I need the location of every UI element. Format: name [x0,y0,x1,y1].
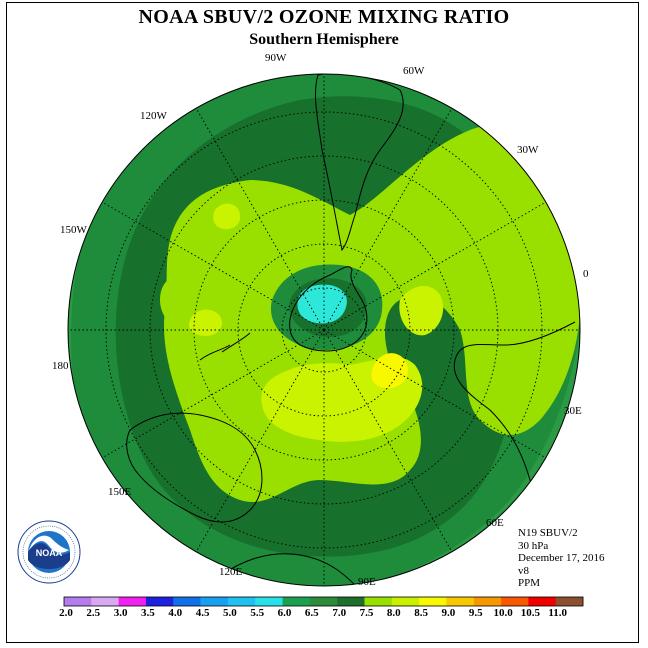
band-8-0-c [213,203,241,230]
noaa-logo: NOAA [17,520,81,589]
colorbar-tick-label: 2.5 [86,607,101,619]
version-label: v8 [518,564,529,577]
map-title: NOAA SBUV/2 OZONE MIXING RATIO [138,6,510,28]
colorbar-swatch [200,597,229,606]
map-subtitle: Southern Hemisphere [249,31,399,48]
colorbar-swatch [145,597,174,606]
colorbar-tick-label: 5.0 [223,607,237,619]
lon-label-90w: 90W [265,52,287,64]
date-label: December 17, 2016 [518,552,605,564]
colorbar-swatch [173,597,201,606]
colorbar-tick-label: 9.0 [441,607,456,619]
map-frame [6,2,639,643]
lon-label-30e: 30E [564,405,582,417]
colorbar-swatch [309,597,338,606]
colorbar-tick-label: 2.0 [59,607,73,619]
colorbar-tick-label: 6.0 [277,607,292,619]
colorbar-tick-label: 8.5 [414,607,428,619]
colorbar-tick-label: 3.5 [141,607,155,619]
ozone-field [68,74,580,586]
colorbar-tick-label: 9.5 [468,607,483,619]
colorbar-tick-label: 7.5 [359,607,374,619]
lon-label-120w: 120W [140,110,167,122]
units-label: PPM [518,577,541,589]
pressure-level: 30 hPa [518,539,549,552]
band-7-5-b [160,270,263,341]
colorbar-tick-label: 7.0 [332,607,347,619]
colorbar-tick-label: 11.0 [548,607,568,619]
colorbar-tick-label: 10.0 [493,607,513,619]
colorbar-outline [63,596,584,607]
colorbar-swatch [64,597,92,606]
noaa-logo-text: NOAA [36,548,63,558]
map-boundary [67,73,581,587]
lon-label-0: 0 [583,268,589,280]
antarctica-coast [289,266,368,352]
colorbar-swatch [501,597,529,606]
lon-label-180: 180 [52,360,69,372]
colorbar-swatch [528,597,556,606]
colorbar-tick-label: 6.5 [304,607,319,619]
map-info: N19 SBUV/2 30 hPa December 17, 2016 v8 P… [518,527,604,590]
colorbar-swatch [282,597,311,606]
lon-label-90e: 90E [358,576,376,588]
lon-label-150w: 150W [60,224,87,236]
colorbar-swatch [419,597,447,606]
colorbar-swatch [91,597,119,606]
colorbar-tick-label: 4.0 [168,607,183,619]
colorbar-swatch [118,597,147,606]
colorbar-swatch [227,597,256,606]
colorbar-tick-label: 8.0 [386,607,401,619]
band-8-0-b [399,285,444,336]
new-zealand-coast [199,332,251,361]
colorbar-swatch [473,597,502,606]
australia-coast [126,412,263,523]
lon-label-60w: 60W [403,65,425,77]
asia-coast [214,553,361,586]
colorbar-swatch [255,597,283,606]
colorbar-tick-label: 5.5 [250,607,265,619]
colorbar-tick-label: 3.0 [113,607,128,619]
colorbar-swatch [555,597,584,606]
satellite-label: N19 SBUV/2 [518,527,578,539]
band-8-0-d [188,309,223,336]
lon-label-120e: 120E [219,566,243,578]
lon-label-60e: 60E [486,517,504,529]
colorbar-swatch [391,597,420,606]
vortex-core-5-5 [297,284,347,324]
colorbar-swatch [446,597,475,606]
colorbar-swatch [337,597,365,606]
lon-label-30w: 30W [517,144,539,156]
lon-label-150e: 150E [108,486,132,498]
colorbar-tick-label: 10.5 [520,607,541,619]
band-8-5 [371,353,408,389]
south-america-coast [314,74,404,252]
coastlines [126,74,580,586]
colorbar-swatch [364,597,393,606]
graticule [68,74,580,586]
colorbar-tick-label: 4.5 [195,607,210,619]
